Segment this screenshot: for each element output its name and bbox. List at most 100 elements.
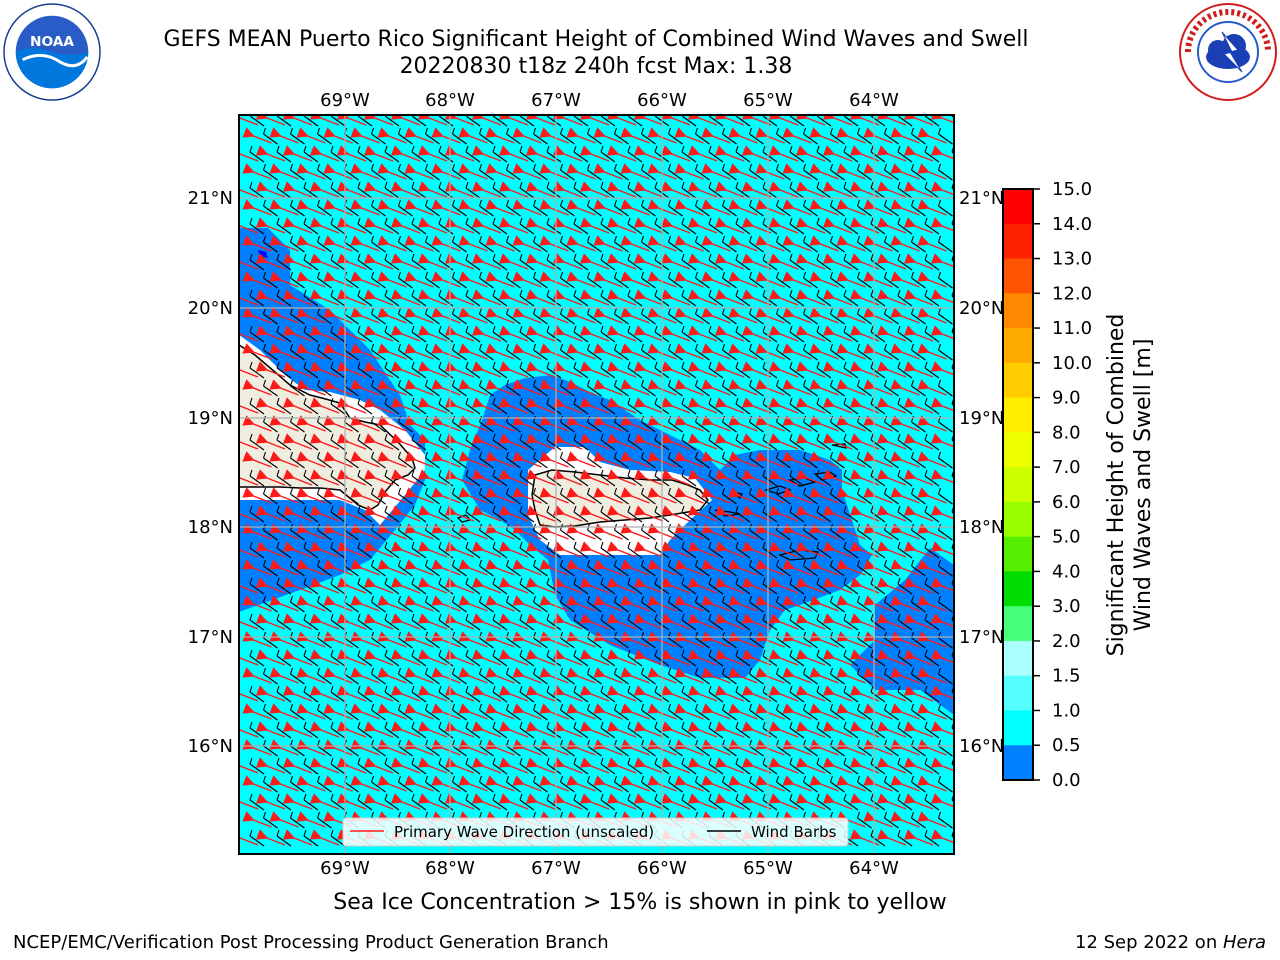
wind-barb (910, 307, 926, 325)
wave-direction-arrow (903, 361, 934, 378)
wave-direction-arrow (593, 307, 623, 324)
wave-direction-arrow (593, 199, 623, 216)
wind-barb (627, 253, 643, 271)
wind-barb (762, 145, 778, 163)
wave-direction-arrow (255, 217, 286, 234)
wind-barb (897, 289, 913, 307)
wave-direction-arrow (239, 325, 259, 342)
wave-direction-arrow (836, 199, 866, 216)
wave-direction-arrow (404, 307, 434, 324)
wave-direction-arrow (795, 361, 826, 378)
wind-barb (640, 163, 656, 181)
wave-direction-arrow (930, 289, 954, 304)
wind-barb (600, 361, 616, 379)
lat-label: 18°N (959, 517, 1004, 538)
lon-label: 69°W (320, 90, 370, 111)
wind-barb (640, 271, 656, 289)
wind-barb (748, 343, 764, 361)
wind-barb (613, 163, 629, 181)
lat-label: 20°N (188, 298, 233, 319)
wind-barb (789, 181, 805, 199)
wind-barb-legend-label: Wind Barbs (751, 823, 837, 841)
wave-direction-arrow (782, 127, 812, 144)
wave-direction-arrow (849, 217, 880, 234)
wave-direction-arrow (768, 253, 799, 270)
wave-direction-arrow (566, 271, 596, 288)
wave-direction-arrow (336, 115, 367, 126)
wave-direction-arrow (485, 379, 515, 396)
lat-label: 16°N (188, 736, 233, 757)
wind-barb (910, 235, 926, 253)
wave-direction-arrow (782, 163, 812, 180)
wind-barb (384, 289, 400, 307)
wind-barb (357, 361, 373, 379)
wind-barb (681, 289, 697, 307)
wind-barb (424, 163, 440, 181)
wave-direction-arrow (903, 217, 934, 234)
wind-barb (451, 163, 467, 181)
wave-direction-arrow (323, 343, 353, 360)
wave-direction-arrow (714, 289, 745, 306)
wind-barb (546, 253, 562, 271)
wave-direction-arrow (795, 115, 826, 126)
wave-direction-arrow (903, 253, 934, 270)
wave-direction-arrow (512, 307, 542, 324)
wave-direction-arrow (539, 163, 569, 180)
wave-direction-arrow (809, 199, 839, 216)
wind-barb (465, 145, 481, 163)
wind-barb (411, 253, 427, 271)
wind-barb (708, 145, 724, 163)
wave-direction-arrow (687, 145, 718, 162)
wave-direction-arrow (809, 163, 839, 180)
wave-direction-arrow (849, 145, 880, 162)
wind-barb (775, 163, 791, 181)
wind-barb (775, 127, 791, 145)
wind-barb (505, 343, 521, 361)
colorbar-tick-label: 9.0 (1052, 388, 1081, 409)
wind-barb (505, 307, 521, 325)
wave-direction-arrow (755, 379, 785, 396)
wave-direction-arrow (485, 163, 515, 180)
wave-direction-arrow (336, 145, 367, 162)
wind-barb (573, 181, 589, 199)
lat-label: 17°N (959, 627, 1004, 648)
wind-barb (843, 361, 859, 379)
wave-direction-arrow (836, 307, 866, 324)
wave-direction-arrow (282, 361, 313, 378)
wind-barb (667, 163, 683, 181)
wind-barb (262, 343, 278, 361)
wave-direction-arrow (755, 199, 785, 216)
wave-direction-arrow (512, 343, 542, 360)
wind-barb (276, 253, 292, 271)
wave-direction-arrow (239, 289, 259, 306)
wind-barb (775, 235, 791, 253)
wave-direction-arrow (350, 379, 380, 396)
wave-direction-arrow (255, 145, 286, 162)
wind-barb (573, 325, 589, 343)
wave-direction-arrow (471, 115, 502, 126)
wind-barb (370, 271, 386, 289)
wave-direction-arrow (755, 163, 785, 180)
colorbar-bin (1003, 293, 1033, 329)
wind-barb (303, 361, 319, 379)
wind-barb (586, 235, 602, 253)
wind-barb (924, 217, 940, 235)
wave-direction-arrow (822, 181, 853, 198)
wave-direction-arrow (566, 163, 596, 180)
wind-barb (384, 217, 400, 235)
wind-barb (843, 181, 859, 199)
wind-barb (276, 145, 292, 163)
wave-direction-arrow (768, 181, 799, 198)
wave-direction-arrow (390, 289, 421, 306)
wind-barb (276, 361, 292, 379)
wave-direction-arrow (890, 127, 920, 144)
wind-barb (789, 361, 805, 379)
wind-barb (249, 115, 265, 127)
wave-direction-arrow (930, 325, 954, 340)
wave-direction-arrow (930, 361, 954, 376)
wave-direction-arrow (917, 199, 947, 216)
wave-direction-arrow (566, 127, 596, 144)
wind-barb (681, 145, 697, 163)
wind-barb (613, 127, 629, 145)
wind-barb (721, 271, 737, 289)
